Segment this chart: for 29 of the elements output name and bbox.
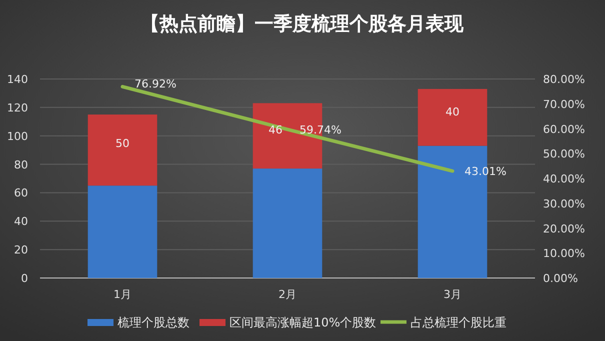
legend-label: 占总梳理个股比重 xyxy=(410,316,506,330)
y-tick-label: 140 xyxy=(7,73,28,86)
data-label: 40 xyxy=(446,106,460,119)
y2-tick-label: 70.00% xyxy=(543,98,585,111)
y2-tick-label: 0.00% xyxy=(543,272,578,285)
data-label: 59.74% xyxy=(300,123,342,136)
x-tick-label: 3月 xyxy=(444,288,462,301)
x-tick-label: 2月 xyxy=(278,288,296,301)
y2-tick-label: 10.00% xyxy=(543,247,585,260)
y-tick-label: 20 xyxy=(14,244,28,257)
y2-tick-label: 30.00% xyxy=(543,197,585,210)
y2-tick-label: 20.00% xyxy=(543,222,585,236)
y2-tick-label: 50.00% xyxy=(543,148,585,161)
y-tick-label: 120 xyxy=(7,101,28,114)
legend-label: 区间最高涨幅超10%个股数 xyxy=(230,316,376,330)
y2-tick-label: 80.00% xyxy=(543,73,585,86)
x-tick-label: 1月 xyxy=(114,288,132,301)
y-tick-label: 80 xyxy=(14,158,28,172)
y2-tick-label: 60.00% xyxy=(543,122,585,136)
data-label: 76.92% xyxy=(134,78,176,91)
y2-tick-label: 40.00% xyxy=(543,172,585,186)
data-label: 46 xyxy=(268,123,282,136)
y-tick-label: 60 xyxy=(14,186,28,200)
y-tick-label: 100 xyxy=(7,130,28,143)
y-tick-label: 0 xyxy=(21,272,28,285)
y-tick-label: 40 xyxy=(14,215,28,228)
data-label: 50 xyxy=(116,136,130,150)
chart-title: 【热点前瞻】一季度梳理个股各月表现 xyxy=(140,13,464,35)
legend-label: 梳理个股总数 xyxy=(118,316,190,330)
